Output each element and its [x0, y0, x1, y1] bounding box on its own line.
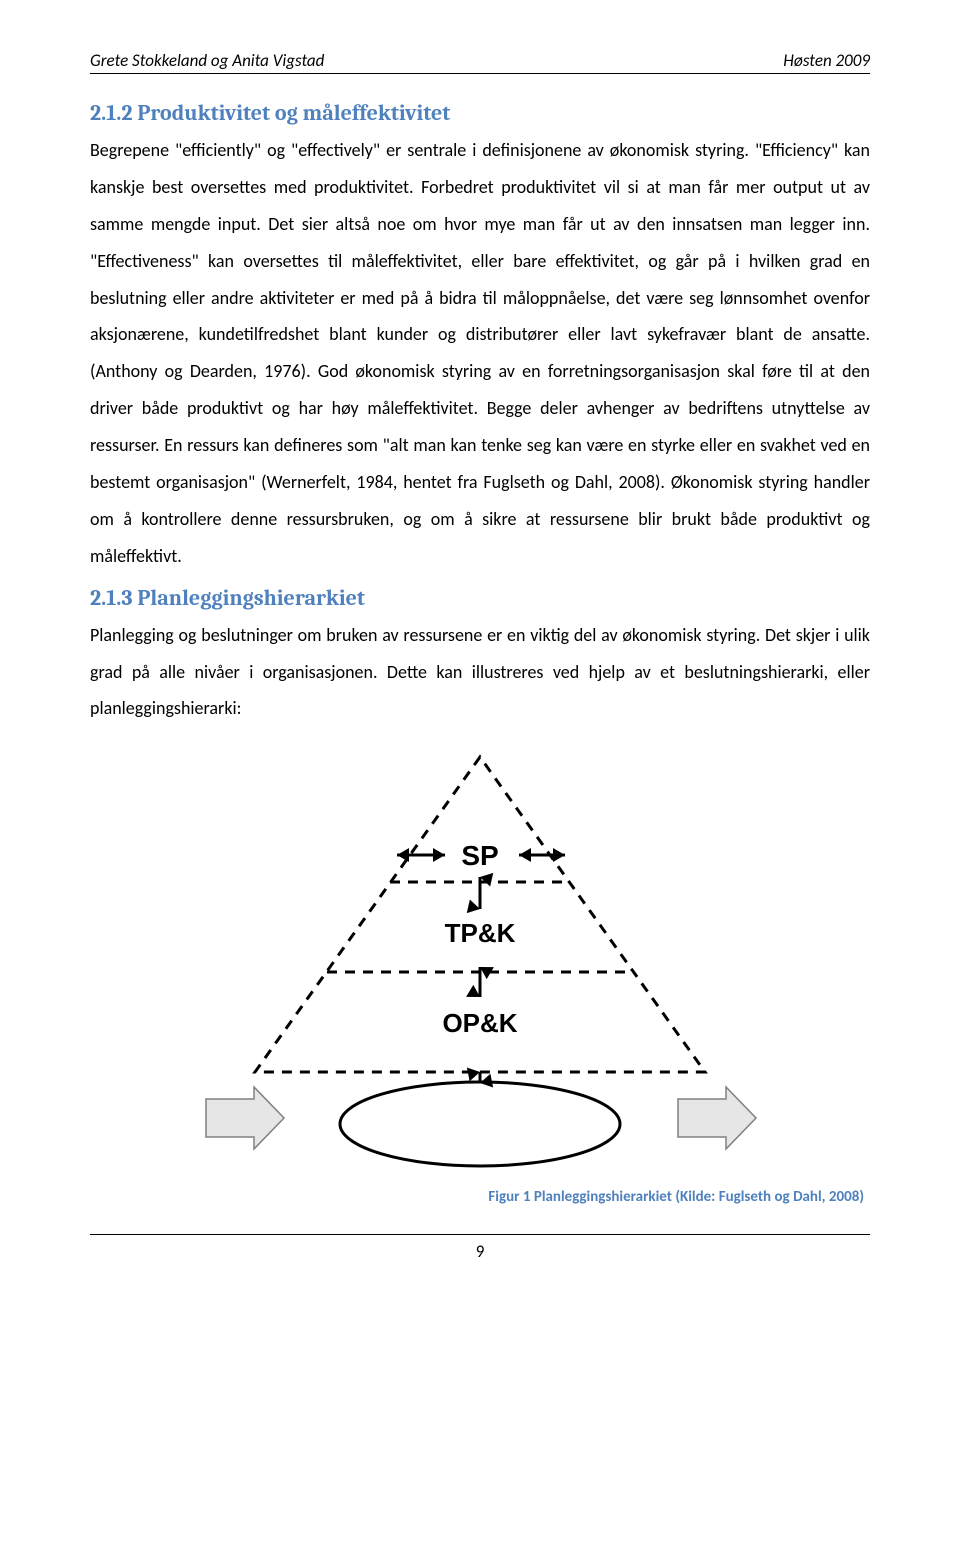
paragraph-2-1-2: Begrepene "efficiently" og "effectively"… [90, 132, 870, 575]
hierarchy-diagram-icon: SP TP&K OP&K [200, 737, 760, 1177]
heading-2-1-2: 2.1.2 Produktivitet og måleffektivitet [90, 100, 870, 126]
svg-text:OP&K: OP&K [442, 1008, 517, 1038]
figure-hierarchy: SP TP&K OP&K Figur 1 Planleggingshierarkie… [90, 737, 870, 1206]
svg-text:TP&K: TP&K [445, 918, 516, 948]
header-left: Grete Stokkeland og Anita Vigstad [90, 50, 324, 71]
svg-text:SP: SP [461, 840, 498, 871]
figure-caption: Figur 1 Planleggingshierarkiet (Kilde: F… [90, 1188, 870, 1206]
page: Grete Stokkeland og Anita Vigstad Høsten… [0, 0, 960, 1565]
footer-rule [90, 1234, 870, 1235]
heading-2-1-3: 2.1.3 Planleggingshierarkiet [90, 585, 870, 611]
paragraph-2-1-3: Planlegging og beslutninger om bruken av… [90, 617, 870, 728]
page-number: 9 [90, 1241, 870, 1262]
header-right: Høsten 2009 [783, 50, 870, 71]
running-header: Grete Stokkeland og Anita Vigstad Høsten… [90, 50, 870, 74]
